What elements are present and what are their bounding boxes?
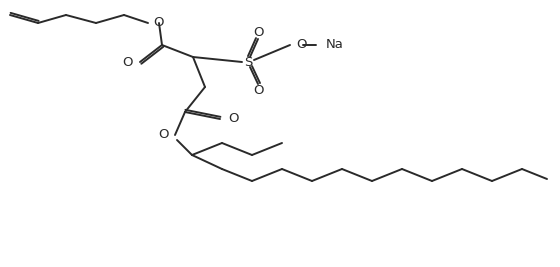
Text: O: O bbox=[123, 56, 133, 69]
Text: O: O bbox=[296, 38, 306, 52]
Text: O: O bbox=[228, 112, 239, 124]
Text: O: O bbox=[254, 84, 264, 97]
Text: S: S bbox=[244, 56, 252, 69]
Text: O: O bbox=[153, 17, 164, 29]
Text: O: O bbox=[158, 128, 169, 142]
Text: Na: Na bbox=[326, 38, 344, 52]
Text: O: O bbox=[254, 26, 264, 38]
